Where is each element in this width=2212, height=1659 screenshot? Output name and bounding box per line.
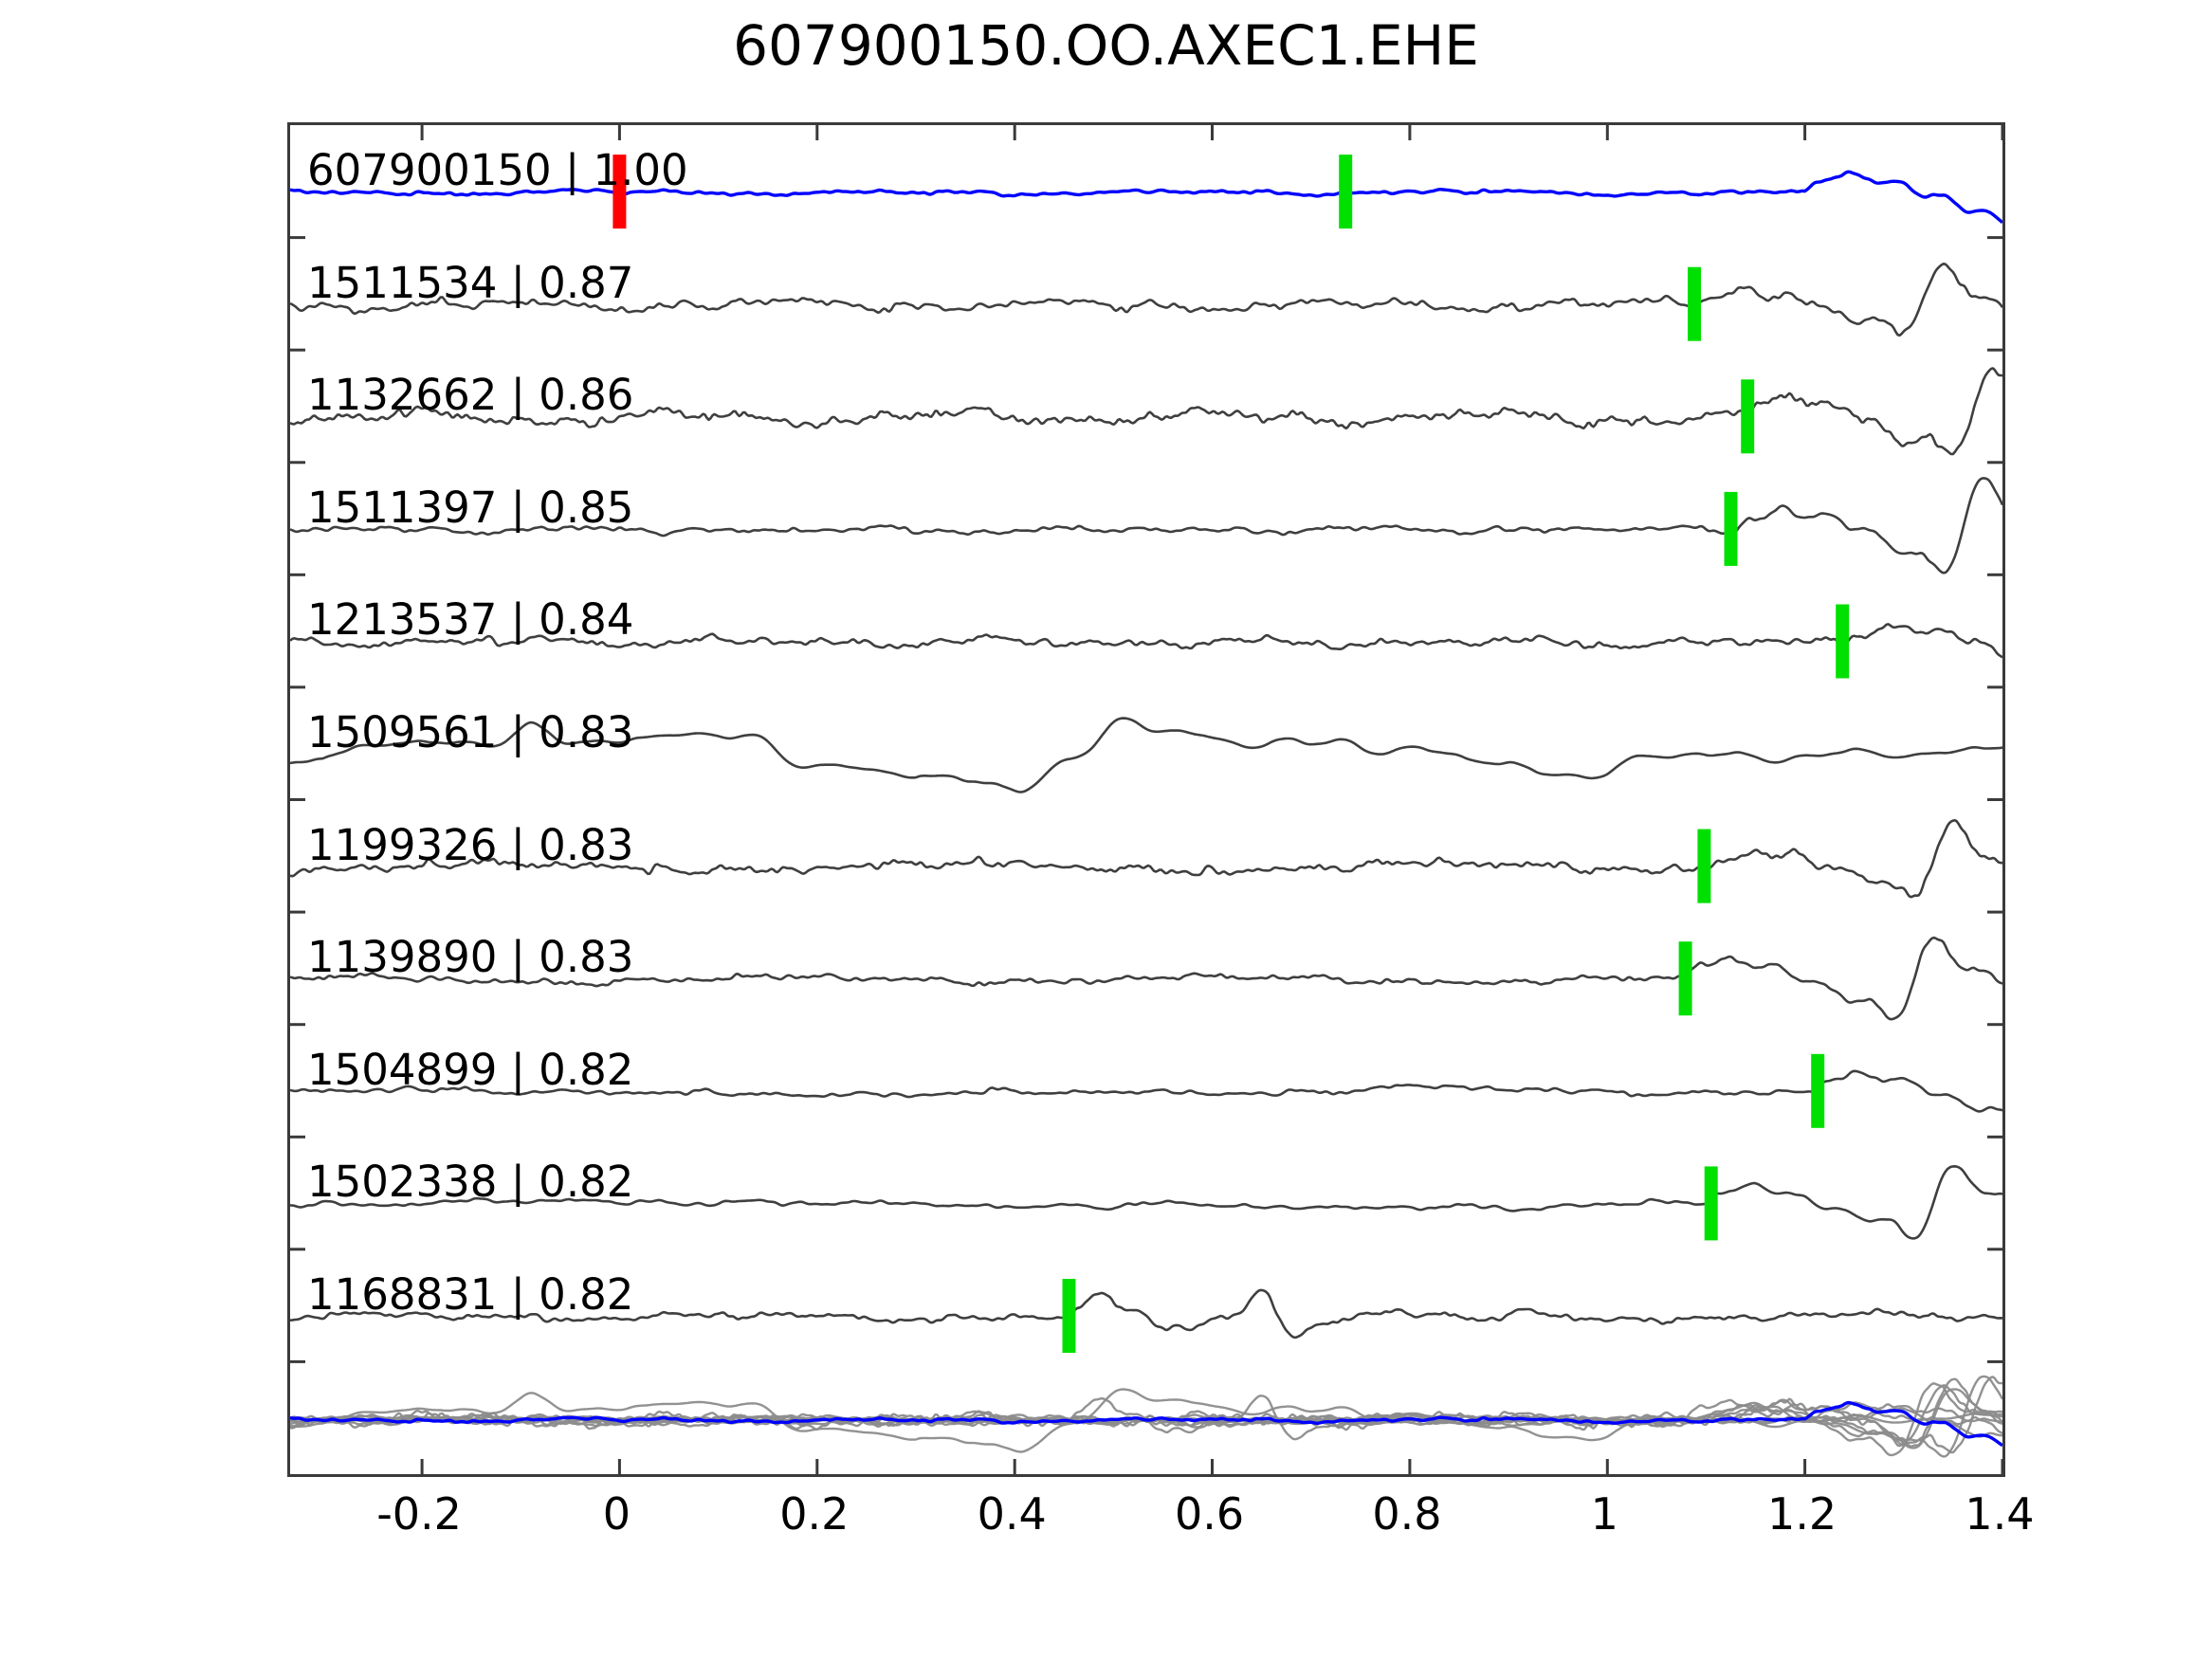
pick-marker	[1697, 829, 1711, 903]
trace-label-1504899: 1504899 | 0.82	[307, 1044, 634, 1095]
detection-marker	[612, 155, 627, 229]
pick-marker	[1678, 941, 1692, 1016]
waveform-trace	[290, 936, 2002, 1021]
pick-marker	[1836, 604, 1850, 679]
waveform-trace	[290, 170, 2002, 224]
trace-label-1132662: 1132662 | 0.86	[307, 370, 634, 421]
x-tick-label: 1.4	[1965, 1488, 2035, 1540]
x-tick-label: 0.4	[977, 1488, 1047, 1540]
trace-label-1139890: 1139890 | 0.83	[307, 932, 634, 983]
x-tick-label: -0.2	[376, 1488, 462, 1540]
waveform-trace	[290, 367, 2002, 456]
trace-label-1511534: 1511534 | 0.87	[307, 257, 634, 308]
plot-area: 607900150 | 1.00 1511534 | 0.87 1132662 | …	[287, 122, 2005, 1477]
pick-marker	[1339, 155, 1353, 229]
trace-label-1199326: 1199326 | 0.83	[307, 819, 634, 870]
overlay-trace	[290, 1376, 2002, 1454]
page-title: 607900150.OO.AXEC1.EHE	[733, 13, 1479, 78]
x-tick-label: 0	[602, 1488, 631, 1540]
pick-marker	[1688, 266, 1701, 341]
trace-label-1168831: 1168831 | 0.82	[307, 1268, 634, 1320]
x-tick-label: 0.8	[1372, 1488, 1442, 1540]
waveform-trace	[290, 717, 2002, 793]
x-tick-label: 1	[1590, 1488, 1618, 1540]
x-tick-label: 0.6	[1174, 1488, 1245, 1540]
waveform-trace	[290, 477, 2002, 574]
trace-label-1502338: 1502338 | 0.82	[307, 1157, 634, 1208]
pick-marker	[1704, 1166, 1718, 1241]
waveform-trace	[290, 263, 2002, 337]
plot-svg	[290, 125, 2002, 1474]
waveform-trace	[290, 1069, 2002, 1113]
pick-marker	[1062, 1279, 1076, 1353]
x-tick-label: 1.2	[1767, 1488, 1837, 1540]
waveform-trace	[290, 819, 2002, 899]
pick-marker	[1811, 1053, 1825, 1128]
x-tick-label: 0.2	[779, 1488, 850, 1540]
pick-marker	[1741, 379, 1755, 454]
trace-label-1511397: 1511397 | 0.85	[307, 482, 634, 533]
waveform-trace	[290, 623, 2002, 659]
trace-label-607900150: 607900150 | 1.00	[307, 145, 688, 196]
waveform-trace	[290, 1288, 2002, 1340]
trace-label-1509561: 1509561 | 0.83	[307, 707, 634, 758]
x-axis-tick-labels: -0.2 0 0.2 0.4 0.6 0.8 1 1.2 1.4	[287, 1488, 2034, 1555]
trace-label-1213537: 1213537 | 0.84	[307, 594, 634, 646]
overlay-template-trace	[290, 1400, 2002, 1448]
pick-marker	[1724, 491, 1738, 566]
